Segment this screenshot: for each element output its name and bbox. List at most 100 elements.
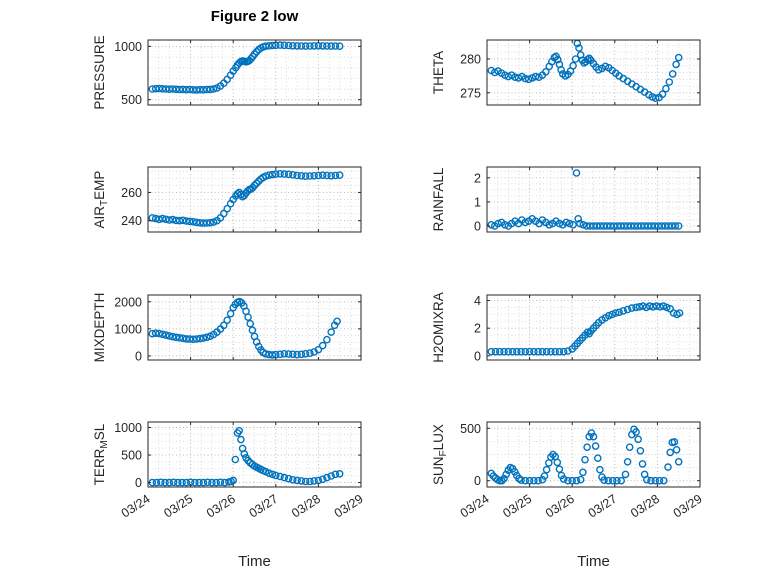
data-point [219, 321, 228, 330]
data-point [182, 478, 191, 487]
data-point [632, 428, 640, 436]
subplot-h2omixra: 0 2 4 H2OMIXRA [431, 292, 701, 363]
data-point [158, 214, 167, 223]
data-point [297, 42, 306, 50]
data-point [534, 476, 542, 485]
data-point [553, 458, 562, 467]
data-point [212, 478, 220, 487]
subplot-air-temp: 240 260 AIRTEMP [92, 166, 362, 233]
data-point [293, 171, 301, 180]
grid-lines [487, 295, 700, 360]
data-point [489, 472, 498, 480]
data-point [513, 347, 521, 356]
data-point [161, 478, 169, 487]
data-point [660, 476, 668, 485]
data-point [565, 219, 574, 228]
data-point [318, 171, 327, 179]
data-point [619, 307, 628, 315]
data-point [331, 470, 340, 479]
svg-text:0: 0 [474, 349, 481, 363]
data-point [185, 335, 194, 343]
svg-text:03/27: 03/27 [586, 492, 620, 521]
data-point [185, 85, 194, 94]
svg-text:4: 4 [474, 294, 481, 308]
data-point [662, 84, 670, 93]
svg-text:1: 1 [474, 195, 481, 209]
data-point [594, 454, 602, 463]
data-point [158, 330, 167, 339]
data-point [310, 42, 318, 50]
svg-text:500: 500 [460, 422, 481, 436]
y-axis-label: AIRTEMP [92, 171, 110, 229]
y-tick-labels: 0 500 1000 [114, 421, 142, 490]
data-point [297, 171, 306, 180]
data-point [576, 219, 584, 228]
y-axis-label: PRESSURE [92, 35, 107, 109]
data-point [674, 53, 683, 62]
data-point [632, 303, 640, 312]
data-point [208, 478, 216, 487]
svg-text:03/24: 03/24 [119, 492, 153, 521]
data-point [651, 476, 660, 485]
data-point [587, 429, 596, 437]
data-point [168, 332, 177, 341]
y-axis-label: MIXDEPTH [92, 293, 107, 363]
tick-marks [486, 295, 701, 360]
data-point [585, 432, 594, 441]
svg-text:275: 275 [460, 86, 481, 100]
data-points [148, 41, 344, 94]
data-point [250, 181, 259, 190]
axes-box [147, 421, 362, 488]
data-point [276, 169, 284, 178]
axes-box [486, 421, 701, 488]
data-point [594, 66, 603, 74]
data-point [231, 455, 240, 464]
data-point [335, 171, 344, 179]
data-point [189, 217, 197, 226]
data-point [549, 450, 557, 459]
data-point [674, 222, 683, 230]
data-point [655, 476, 664, 485]
data-point [182, 217, 191, 225]
data-point [293, 350, 301, 359]
data-point [555, 465, 564, 474]
data-point [564, 347, 572, 355]
data-points [487, 169, 683, 230]
data-point [638, 460, 647, 468]
svg-text:2: 2 [474, 322, 481, 336]
data-point [504, 347, 513, 356]
data-point [185, 217, 194, 226]
data-point [664, 463, 672, 471]
data-point [310, 477, 318, 485]
data-point [240, 450, 249, 458]
data-point [525, 347, 534, 356]
data-point [165, 478, 174, 487]
y-tick-labels: 0 2 4 [474, 294, 481, 363]
data-point [182, 335, 191, 343]
data-point [288, 42, 297, 50]
data-point [608, 476, 617, 485]
data-point [175, 333, 184, 342]
data-point [569, 220, 577, 229]
data-point [284, 474, 293, 483]
y-axis-label: THETA [431, 51, 446, 94]
data-point [335, 42, 344, 51]
data-point [617, 476, 626, 485]
data-point [487, 347, 496, 356]
svg-text:1000: 1000 [114, 322, 142, 336]
axes-box [147, 39, 362, 106]
svg-text:03/26: 03/26 [543, 492, 577, 521]
svg-text:0: 0 [135, 476, 142, 490]
data-point [559, 347, 568, 356]
data-point [314, 476, 323, 485]
data-point [219, 209, 228, 218]
data-point [596, 465, 604, 474]
data-point [500, 474, 508, 483]
data-point [301, 349, 310, 358]
data-point [658, 90, 667, 98]
data-point [280, 349, 289, 358]
data-point [209, 218, 218, 226]
svg-text:03/27: 03/27 [247, 492, 281, 521]
data-point [551, 347, 560, 356]
